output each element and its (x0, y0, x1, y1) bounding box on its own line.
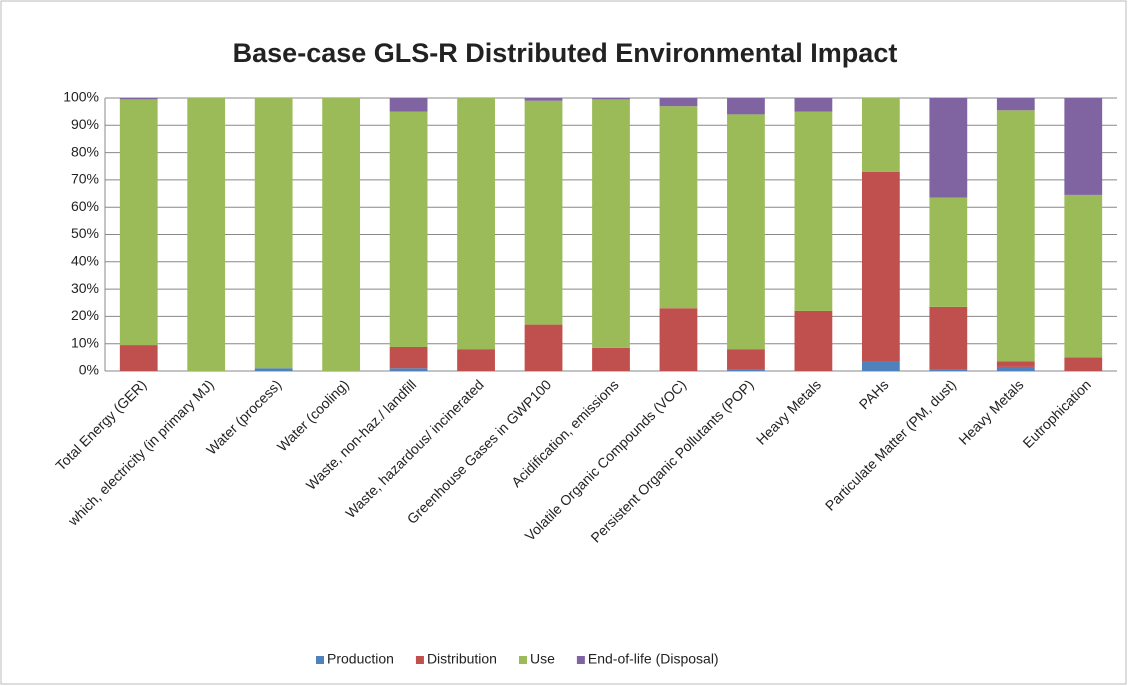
legend-swatch (316, 656, 324, 664)
bar-segment (794, 111, 833, 311)
bar-segment (996, 361, 1035, 367)
bar-segment (322, 98, 361, 371)
y-tick-label: 10% (71, 334, 99, 350)
bar-segment (861, 171, 900, 362)
y-tick-label: 40% (71, 253, 99, 269)
y-tick-label: 80% (71, 143, 99, 159)
bar-segment (996, 366, 1035, 371)
bar-segment (861, 98, 900, 172)
bar-segment (929, 369, 968, 371)
bar-segment (389, 346, 428, 369)
chart-title: Base-case GLS-R Distributed Environmenta… (233, 38, 898, 68)
bar-segment (727, 369, 765, 371)
bar-segment (659, 106, 698, 309)
bar-segment (1064, 194, 1103, 358)
bar-segment (659, 308, 698, 371)
bar-segment (727, 349, 765, 370)
bar-segment (861, 361, 900, 371)
bar-segment (659, 98, 698, 107)
bar-segment (1064, 357, 1103, 371)
bar-segment (254, 368, 293, 371)
bar-segment (727, 98, 765, 115)
legend-swatch (576, 656, 585, 664)
legend-label: Production (327, 651, 394, 667)
bar-segment (996, 110, 1035, 362)
bar-segment (254, 98, 293, 369)
y-tick-label: 30% (71, 280, 99, 296)
legend-label: End-of-life (Disposal) (588, 651, 719, 667)
y-tick-label: 100% (63, 89, 99, 105)
bar-segment (457, 349, 495, 371)
bar-segment (524, 100, 563, 325)
bar-segment (929, 306, 968, 370)
y-tick-label: 0% (79, 362, 99, 378)
y-tick-label: 60% (71, 198, 99, 214)
bar-segment (524, 98, 563, 101)
bar-segment (119, 99, 158, 346)
legend-label: Use (530, 651, 555, 667)
bar-segment (592, 98, 630, 100)
y-tick-label: 90% (71, 116, 99, 132)
bar-segment (187, 98, 226, 371)
bar-segment (389, 368, 428, 371)
legend-label: Distribution (427, 651, 497, 667)
bar-segment (457, 98, 495, 350)
bar-segment (389, 98, 428, 112)
y-tick-label: 50% (71, 225, 99, 241)
bar-segment (794, 98, 833, 112)
bar-segment (119, 345, 158, 371)
bar-segment (524, 324, 563, 371)
bar-segment (929, 197, 968, 307)
bar-segment (592, 99, 630, 348)
bar-segment (929, 98, 968, 198)
bar-segment (389, 111, 428, 347)
bar-segment (794, 310, 833, 371)
bar-segment (996, 98, 1035, 111)
y-tick-label: 70% (71, 171, 99, 187)
bar-segment (119, 98, 158, 100)
legend-swatch (518, 656, 527, 664)
legend-swatch (415, 656, 424, 664)
bar-segment (1064, 98, 1103, 195)
bar-segment (727, 114, 765, 350)
bar-segment (592, 347, 630, 371)
y-tick-label: 20% (71, 307, 99, 323)
